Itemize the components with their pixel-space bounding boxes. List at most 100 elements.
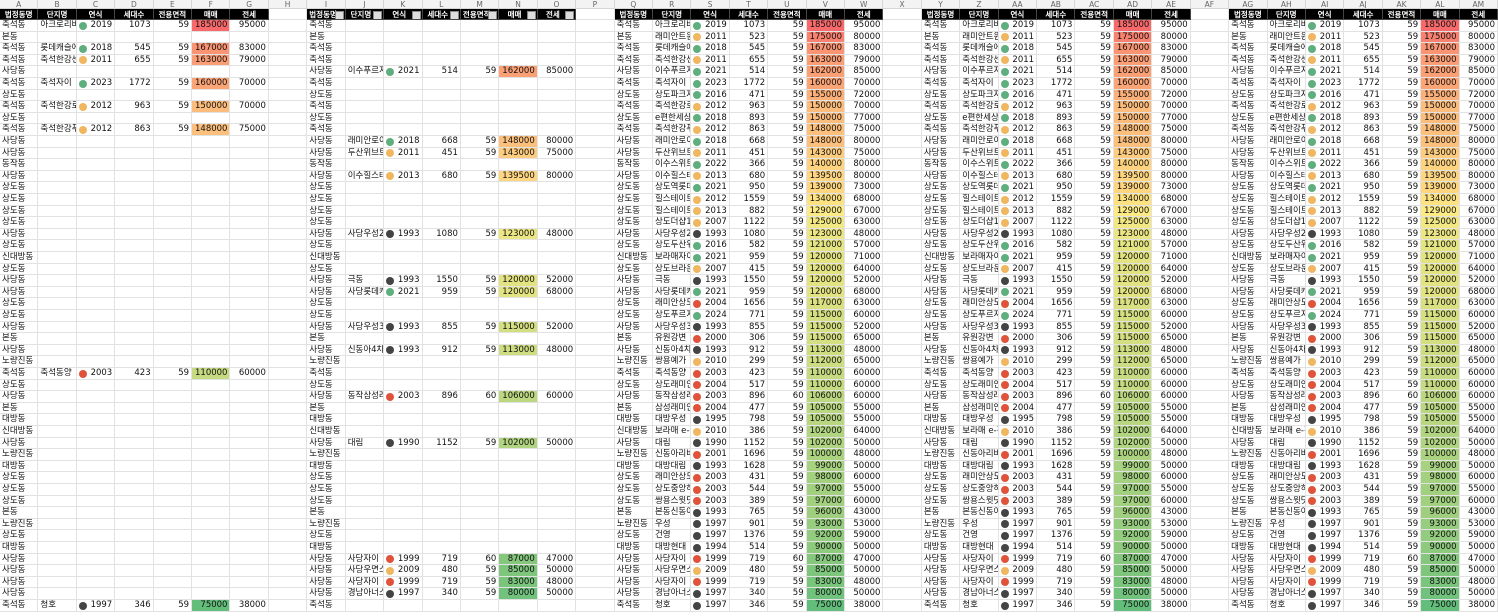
value-cell: 105000 bbox=[806, 402, 846, 415]
value-cell: 59 bbox=[1075, 78, 1114, 90]
cell bbox=[883, 228, 922, 241]
value-cell: 50000 bbox=[1152, 565, 1191, 577]
cell bbox=[192, 356, 231, 368]
name-cell: 동작삼성래 bbox=[1267, 391, 1306, 403]
value-cell: 59 bbox=[1382, 286, 1422, 299]
district-cell: 축석동 bbox=[614, 101, 653, 113]
cell bbox=[576, 147, 615, 160]
value-cell: 1993 bbox=[691, 321, 730, 334]
value-cell: 53000 bbox=[1152, 518, 1191, 531]
value-cell: 59 bbox=[1382, 368, 1422, 380]
value-cell: 80000 bbox=[845, 159, 884, 171]
cell bbox=[537, 205, 577, 218]
cell bbox=[230, 356, 269, 368]
cell bbox=[268, 576, 308, 589]
district-cell: 본동 bbox=[1229, 333, 1268, 345]
district-cell: 본동 bbox=[614, 402, 653, 415]
cell bbox=[499, 402, 538, 415]
value-cell: 150000 bbox=[806, 101, 846, 113]
value-cell: 765 bbox=[1037, 507, 1076, 519]
cell bbox=[192, 159, 231, 171]
filter-button[interactable] bbox=[334, 11, 344, 19]
cell bbox=[384, 182, 423, 194]
cell bbox=[153, 379, 193, 392]
district-cell: 본동 bbox=[1229, 507, 1268, 519]
filter-button[interactable] bbox=[411, 11, 421, 19]
value-cell: 668 bbox=[1037, 136, 1076, 148]
value-cell: 167000 bbox=[806, 43, 846, 55]
value-cell: 59 bbox=[1075, 124, 1114, 136]
year-icon bbox=[78, 601, 87, 610]
value-cell: 514 bbox=[729, 542, 769, 554]
cell bbox=[384, 530, 423, 542]
cell bbox=[384, 240, 423, 252]
value-cell: 2011 bbox=[76, 54, 116, 67]
value-cell: 113000 bbox=[1113, 344, 1153, 357]
value-cell: 2003 bbox=[998, 391, 1038, 403]
cell bbox=[384, 78, 423, 90]
value-cell: 680 bbox=[1344, 170, 1383, 183]
cell bbox=[883, 147, 922, 160]
district-cell: 상도동 bbox=[614, 263, 653, 276]
name-cell: 축석한강센 bbox=[38, 54, 77, 67]
value-cell: 59 bbox=[768, 170, 807, 183]
filter-button[interactable] bbox=[526, 11, 536, 19]
filter-button[interactable] bbox=[373, 11, 383, 19]
cell bbox=[192, 286, 231, 299]
cell bbox=[268, 321, 308, 334]
year-icon bbox=[1307, 392, 1316, 401]
value-cell: 1993 bbox=[384, 344, 423, 357]
value-cell: 59 bbox=[768, 449, 807, 461]
cell bbox=[537, 368, 577, 380]
value-cell: 1080 bbox=[422, 228, 461, 241]
cell bbox=[38, 565, 77, 577]
value-cell: 59 bbox=[1075, 147, 1114, 160]
cell bbox=[1190, 542, 1230, 554]
name-cell: 두산위브트 bbox=[1267, 147, 1306, 160]
cell bbox=[422, 356, 461, 368]
district-cell: 사당동 bbox=[921, 437, 961, 450]
value-cell: 50000 bbox=[845, 542, 884, 554]
filter-button[interactable] bbox=[488, 11, 498, 19]
name-cell: 래미안로이 bbox=[652, 136, 692, 148]
cell bbox=[422, 89, 461, 102]
value-cell: 2018 bbox=[691, 112, 730, 125]
filter-button[interactable] bbox=[565, 11, 575, 19]
value-cell: 59 bbox=[768, 310, 807, 322]
cell bbox=[460, 252, 500, 264]
value-cell: 83000 bbox=[499, 576, 538, 589]
cell bbox=[76, 170, 116, 183]
filter-button[interactable] bbox=[449, 11, 459, 19]
value-cell: 115000 bbox=[1113, 321, 1153, 334]
name-cell: 청호 bbox=[652, 600, 692, 612]
district-cell: 축석동 bbox=[921, 43, 961, 55]
cell bbox=[883, 518, 922, 531]
name-cell: 보라매 e-편 bbox=[960, 426, 999, 438]
cell bbox=[38, 414, 77, 426]
value-cell: 64000 bbox=[845, 426, 884, 438]
value-cell: 346 bbox=[1344, 600, 1383, 612]
value-cell: 896 bbox=[422, 391, 461, 403]
value-cell: 185000 bbox=[192, 20, 231, 32]
value-cell: 2010 bbox=[691, 356, 730, 368]
year-icon bbox=[1307, 357, 1316, 366]
value-cell: 668 bbox=[729, 136, 769, 148]
cell bbox=[384, 518, 423, 531]
value-cell: 59 bbox=[153, 20, 193, 32]
name-cell: 신동아4차 bbox=[960, 344, 999, 357]
name-cell: 사당롯데캐 bbox=[960, 286, 999, 299]
district-cell: 상도동 bbox=[1229, 240, 1268, 252]
value-cell: 59 bbox=[768, 31, 807, 44]
value-cell: 60 bbox=[1075, 391, 1114, 403]
value-cell: 92000 bbox=[806, 530, 846, 542]
district-cell: 축석동 bbox=[307, 20, 346, 32]
value-cell: 60000 bbox=[845, 368, 884, 380]
cell bbox=[499, 240, 538, 252]
year-icon bbox=[1000, 508, 1009, 517]
value-cell: 121000 bbox=[1421, 240, 1460, 252]
district-cell: 축석동 bbox=[614, 20, 653, 32]
value-cell: 680 bbox=[1037, 170, 1076, 183]
district-cell: 상도동 bbox=[307, 205, 346, 218]
cell bbox=[153, 286, 193, 299]
cell bbox=[38, 252, 77, 264]
